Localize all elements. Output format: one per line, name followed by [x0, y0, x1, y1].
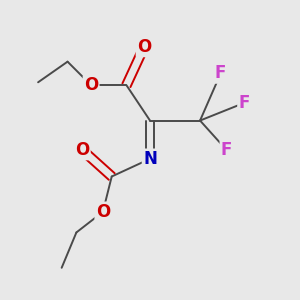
- Text: O: O: [75, 141, 89, 159]
- Text: F: F: [215, 64, 226, 82]
- Text: F: F: [221, 141, 232, 159]
- Text: N: N: [143, 150, 157, 168]
- Text: O: O: [96, 203, 110, 221]
- Text: O: O: [84, 76, 98, 94]
- Text: F: F: [238, 94, 250, 112]
- Text: O: O: [137, 38, 151, 56]
